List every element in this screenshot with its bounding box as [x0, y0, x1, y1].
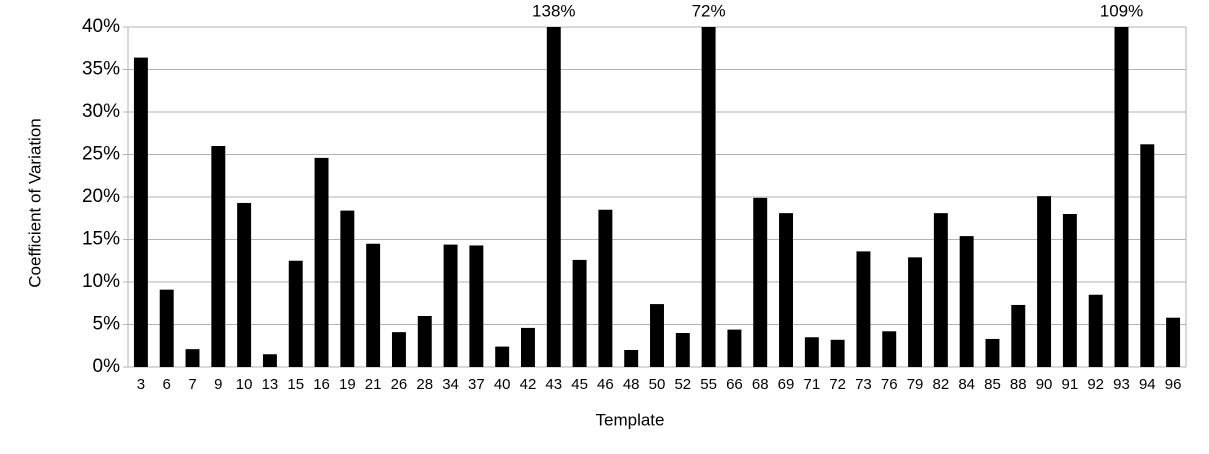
y-tick-label: 15% [82, 229, 120, 250]
x-tick-label: 55 [700, 376, 717, 393]
x-tick-label: 15 [287, 376, 304, 393]
x-tick-label: 42 [520, 376, 537, 393]
y-tick-label: 5% [93, 314, 121, 335]
bar [314, 157, 329, 367]
x-tick-label: 68 [752, 376, 769, 393]
x-tick-label: 16 [313, 376, 330, 393]
bar [882, 331, 897, 367]
x-tick-label: 46 [597, 376, 614, 393]
y-tick-label: 10% [82, 271, 120, 292]
bar [340, 210, 355, 367]
x-tick-label: 72 [829, 376, 846, 393]
bar [753, 197, 768, 367]
x-tick-label: 34 [442, 376, 459, 393]
bar [1114, 27, 1129, 367]
bar [675, 333, 690, 367]
x-tick-label: 9 [214, 376, 222, 393]
y-tick-label: 40% [82, 16, 120, 37]
bar [495, 346, 510, 367]
y-tick-label: 30% [82, 101, 120, 122]
y-tick-label: 20% [82, 186, 120, 207]
bar [417, 316, 432, 367]
bar [391, 332, 406, 367]
x-tick-label: 3 [137, 376, 145, 393]
x-tick-label: 43 [545, 376, 562, 393]
bar [701, 27, 716, 367]
bar [1011, 304, 1026, 367]
bars [133, 27, 1181, 367]
x-tick-label: 73 [855, 376, 872, 393]
bar [1140, 144, 1155, 367]
x-tick-label: 48 [623, 376, 640, 393]
bar [804, 337, 819, 367]
x-tick-label: 93 [1113, 376, 1130, 393]
bar [288, 260, 303, 367]
bar [546, 27, 561, 367]
bar [159, 289, 174, 367]
x-tick-label: 94 [1139, 376, 1156, 393]
x-tick-label: 76 [881, 376, 898, 393]
bar [650, 304, 664, 367]
value-label: 138% [532, 1, 575, 20]
x-tick-label: 92 [1087, 376, 1104, 393]
x-tick-label: 7 [188, 376, 196, 393]
x-tick-label: 85 [984, 376, 1001, 393]
x-tick-label: 52 [674, 376, 691, 393]
bar [908, 257, 923, 367]
x-tick-label: 10 [236, 376, 253, 393]
x-tick-label: 13 [262, 376, 279, 393]
x-tick-label: 50 [649, 376, 666, 393]
y-axis-title: Coefficient of Variation [25, 118, 44, 287]
x-tick-label: 26 [391, 376, 408, 393]
x-tick-label: 90 [1036, 376, 1053, 393]
bar [727, 329, 742, 367]
bar [237, 202, 252, 367]
bar [262, 354, 277, 367]
bar [572, 259, 587, 367]
bar [779, 213, 793, 367]
x-tick-label: 66 [726, 376, 743, 393]
x-tick-label: 19 [339, 376, 356, 393]
bar [521, 327, 535, 367]
bar [133, 57, 148, 367]
bar [856, 251, 871, 367]
x-tick-label: 28 [416, 376, 433, 393]
x-tick-label: 40 [494, 376, 511, 393]
bar [366, 243, 381, 367]
x-tick-label: 69 [778, 376, 795, 393]
bar [443, 244, 458, 367]
bar [211, 146, 226, 367]
x-tick-label: 82 [933, 376, 950, 393]
bar [830, 339, 845, 367]
y-tick-label: 35% [82, 59, 120, 80]
bar [1166, 317, 1181, 367]
x-tick-label: 6 [163, 376, 171, 393]
value-label: 109% [1100, 1, 1143, 20]
bar [598, 209, 613, 367]
y-tick-label: 0% [93, 356, 121, 377]
bar [1088, 294, 1103, 367]
x-tick-label: 88 [1010, 376, 1027, 393]
value-label: 72% [692, 1, 726, 20]
x-tick-label: 21 [365, 376, 382, 393]
bar [985, 338, 1000, 367]
x-tick-label: 71 [803, 376, 820, 393]
bar [933, 213, 948, 367]
x-tick-label: 79 [907, 376, 924, 393]
bar [959, 236, 974, 367]
bar [624, 350, 639, 367]
bar [469, 245, 484, 367]
x-axis-title: Template [596, 410, 665, 429]
x-tick-label: 45 [571, 376, 588, 393]
bar [185, 349, 200, 367]
x-tick-label: 84 [958, 376, 975, 393]
bar [1037, 196, 1052, 367]
bar [1062, 214, 1077, 367]
x-tick-label: 37 [468, 376, 485, 393]
x-tick-label: 91 [1062, 376, 1079, 393]
x-tick-label: 96 [1165, 376, 1182, 393]
y-tick-label: 25% [82, 144, 120, 165]
